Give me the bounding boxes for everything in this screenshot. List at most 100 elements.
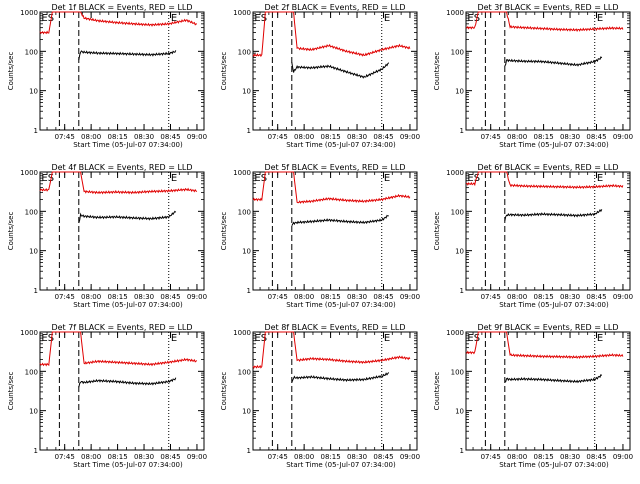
- region-label: E: [171, 173, 177, 184]
- x-axis-label: Start Time (05-Jul-07 07:34:00): [286, 141, 396, 149]
- y-tick-label: 1000: [233, 329, 251, 337]
- y-tick-label: 1000: [233, 169, 251, 177]
- y-tick-label: 10: [455, 248, 464, 256]
- x-tick-label: 07:45: [481, 133, 501, 141]
- chart-title: Det 7f BLACK = Events, RED = LLD: [51, 323, 192, 332]
- x-tick-label: 07:45: [55, 293, 75, 301]
- y-tick-label: 1: [460, 287, 464, 295]
- x-tick-label: 08:45: [373, 293, 393, 301]
- plot-frame: [252, 171, 418, 291]
- y-tick-label: 1000: [446, 9, 464, 17]
- region-label: E: [41, 333, 47, 344]
- plot-frame: [252, 11, 418, 131]
- x-tick-label: 08:30: [347, 293, 367, 301]
- x-tick-label: 09:00: [400, 293, 420, 301]
- y-tick-label: 1: [34, 127, 38, 135]
- lld-series-line: [466, 171, 624, 190]
- x-tick-label: 08:30: [560, 133, 580, 141]
- region-label: E: [384, 173, 390, 184]
- x-tick-label: 09:00: [187, 293, 207, 301]
- events-series-line: [504, 208, 603, 222]
- lld-series-line: [252, 11, 411, 58]
- y-axis-label: Counts/sec: [433, 212, 441, 251]
- y-tick-label: 1: [460, 447, 464, 455]
- y-axis-label: Counts/sec: [433, 52, 441, 91]
- x-axis-label: Start Time (05-Jul-07 07:34:00): [73, 301, 183, 309]
- chart-panel-5: Det 5f BLACK = Events, RED = LLD 1 10 100 10…: [220, 163, 420, 309]
- events-series-line: [78, 50, 177, 61]
- region-label: E: [384, 13, 390, 24]
- x-tick-label: 09:00: [613, 133, 633, 141]
- x-tick-label: 08:30: [134, 133, 154, 141]
- x-tick-label: 09:00: [400, 453, 420, 461]
- x-tick-label: 08:45: [373, 453, 393, 461]
- x-tick-label: 08:00: [507, 293, 527, 301]
- region-label: S: [261, 333, 267, 344]
- plot-frame: [465, 171, 631, 291]
- lld-series-line: [465, 11, 624, 32]
- x-tick-label: 07:45: [55, 133, 75, 141]
- x-tick-label: 08:00: [294, 133, 314, 141]
- x-tick-label: 07:45: [481, 453, 501, 461]
- plot-frame: [465, 11, 631, 131]
- x-tick-label: 07:45: [55, 453, 75, 461]
- y-tick-label: 10: [29, 408, 38, 416]
- region-label: S: [48, 333, 54, 344]
- x-tick-label: 08:30: [134, 453, 154, 461]
- x-tick-label: 09:00: [187, 453, 207, 461]
- y-tick-label: 1: [247, 287, 251, 295]
- plot-frame: [252, 331, 418, 451]
- y-axis-label: Counts/sec: [220, 52, 228, 91]
- y-tick-label: 100: [238, 48, 251, 56]
- region-label: E: [41, 173, 47, 184]
- x-tick-label: 07:45: [481, 293, 501, 301]
- events-series-line: [78, 210, 177, 224]
- x-tick-label: 08:00: [507, 133, 527, 141]
- lld-series-line: [39, 11, 198, 35]
- plot-frame: [39, 331, 205, 451]
- x-tick-label: 08:15: [107, 453, 127, 461]
- x-axis-label: Start Time (05-Jul-07 07:34:00): [499, 461, 609, 469]
- x-tick-label: 08:15: [107, 293, 127, 301]
- y-tick-label: 10: [242, 248, 251, 256]
- chart-title: Det 9f BLACK = Events, RED = LLD: [477, 323, 618, 332]
- chart-panel-2: Det 2f BLACK = Events, RED = LLD 1 10 100 10…: [220, 3, 420, 149]
- y-tick-label: 10: [29, 88, 38, 96]
- x-tick-label: 09:00: [613, 293, 633, 301]
- y-axis-label: Counts/sec: [7, 52, 15, 91]
- y-tick-label: 1000: [20, 169, 38, 177]
- region-label: E: [254, 13, 260, 24]
- x-tick-label: 08:45: [373, 133, 393, 141]
- y-tick-label: 1000: [446, 169, 464, 177]
- x-tick-label: 08:00: [81, 133, 101, 141]
- x-tick-label: 08:30: [560, 293, 580, 301]
- chart-title: Det 1f BLACK = Events, RED = LLD: [51, 3, 192, 12]
- x-tick-label: 07:45: [268, 133, 288, 141]
- x-tick-label: 09:00: [187, 133, 207, 141]
- y-tick-label: 100: [451, 368, 464, 376]
- chart-panel-3: Det 3f BLACK = Events, RED = LLD 1 10 100 10…: [433, 3, 633, 149]
- region-label: E: [384, 333, 390, 344]
- y-tick-label: 1: [460, 127, 464, 135]
- lld-series-line: [252, 331, 411, 369]
- plot-frame: [465, 331, 631, 451]
- chart-title: Det 4f BLACK = Events, RED = LLD: [51, 163, 192, 172]
- events-series-line: [504, 374, 603, 384]
- y-tick-label: 100: [238, 368, 251, 376]
- y-axis-label: Counts/sec: [7, 212, 15, 251]
- x-axis-label: Start Time (05-Jul-07 07:34:00): [286, 301, 396, 309]
- y-tick-label: 100: [238, 208, 251, 216]
- events-series-line: [291, 372, 390, 383]
- x-tick-label: 08:00: [507, 453, 527, 461]
- chart-title: Det 3f BLACK = Events, RED = LLD: [477, 3, 618, 12]
- region-label: E: [254, 333, 260, 344]
- events-series-line: [291, 214, 389, 226]
- x-tick-label: 08:45: [160, 453, 180, 461]
- x-axis-label: Start Time (05-Jul-07 07:34:00): [499, 141, 609, 149]
- y-tick-label: 100: [25, 368, 38, 376]
- chart-panel-1: Det 1f BLACK = Events, RED = LLD 1 10 100 10…: [7, 3, 207, 149]
- y-axis-label: Counts/sec: [220, 212, 228, 251]
- y-axis-label: Counts/sec: [220, 372, 228, 411]
- y-tick-label: 10: [455, 88, 464, 96]
